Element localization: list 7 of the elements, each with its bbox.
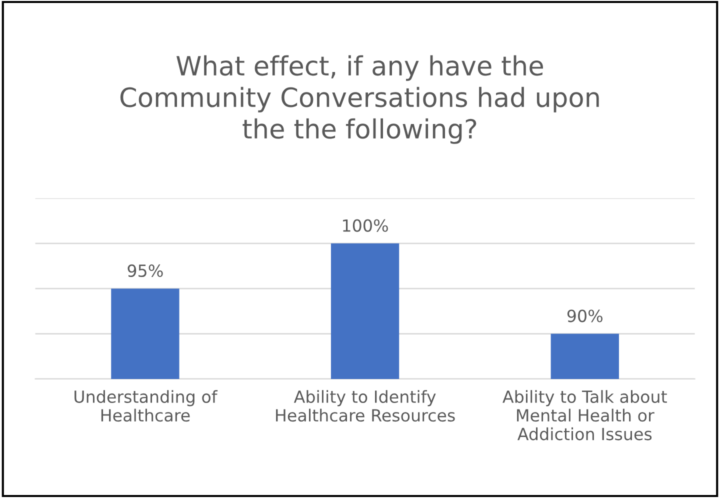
- data-label: 90%: [567, 310, 602, 322]
- data-label: 95%: [128, 264, 163, 278]
- chart-title: What effect, if any have the Community Conversations had upon the the following?: [120, 55, 599, 144]
- x-tick-label: Ability to Identify Healthcare Resources: [276, 390, 455, 422]
- x-tick-label: Understanding of Healthcare: [74, 390, 218, 422]
- data-label: 100%: [343, 219, 388, 232]
- x-tick-label: Ability to Talk about Mental Health or Addiction Issues: [502, 390, 667, 440]
